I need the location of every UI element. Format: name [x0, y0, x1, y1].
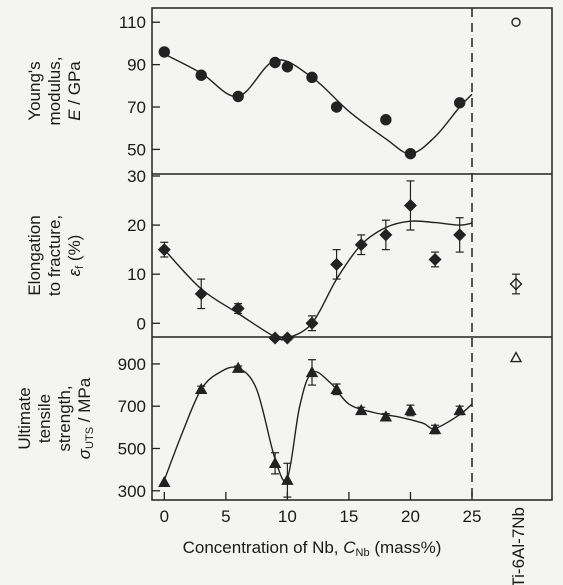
reference-error-bar: [512, 273, 520, 295]
y-tick-label: 0: [137, 314, 146, 333]
data-point: [305, 316, 319, 330]
data-point: [354, 238, 368, 252]
data-point: [269, 56, 281, 69]
data-point: [330, 382, 343, 394]
data-point: [453, 403, 466, 416]
x-tick-label: 25: [463, 507, 482, 526]
x-tick-label: 20: [401, 507, 420, 526]
panel-elongation: 0 10 20 30 Elongation to fracture, εf (%): [25, 167, 473, 341]
x-axis-symbol: C: [343, 538, 356, 557]
y-axis-symbol: ε: [65, 268, 84, 276]
data-point: [268, 456, 282, 468]
data-point: [380, 114, 392, 126]
reference-point: [509, 277, 523, 291]
data-point: [330, 257, 344, 271]
reference-point: [511, 17, 521, 27]
data-point: [404, 147, 417, 160]
y-tick-label: 20: [127, 216, 146, 235]
y-axis-unit: / MPa: [75, 377, 94, 427]
y-axis-title-line: modulus,: [45, 57, 64, 126]
plot-frame: [151, 7, 553, 501]
x-tick-label: 15: [339, 507, 358, 526]
data-point: [428, 423, 442, 435]
y-axis-unit: / GPa: [65, 61, 84, 110]
data-point: [305, 365, 319, 378]
data-point: [195, 69, 207, 81]
y-axis-subscript: f: [74, 265, 86, 269]
y-axis-title-line: E / GPa: [65, 61, 84, 121]
y-tick-label: 70: [127, 98, 146, 117]
x-axis-title: Concentration of Nb, CNb (mass%): [183, 538, 442, 559]
data-point: [158, 46, 171, 58]
data-point: [453, 228, 467, 242]
data-point: [404, 403, 417, 416]
y-axis-title: Elongation to fracture, εf (%): [25, 215, 86, 296]
panel-youngs-modulus: 50 70 90 110 Young's modulus, E / GPa: [25, 13, 473, 159]
y-axis-unit: (%): [65, 235, 84, 266]
data-point: [280, 331, 294, 345]
y-axis-subscript: UTS: [84, 427, 96, 449]
y-tick-label: 10: [127, 265, 146, 284]
y-tick-label: 900: [118, 355, 146, 374]
y-axis-title: Ultimate tensile strength,σUTS / MPa: [15, 377, 96, 459]
y-axis-title: Young's modulus, E / GPa: [25, 57, 84, 126]
fit-curve: [163, 53, 473, 155]
data-point: [194, 287, 208, 301]
data-point: [379, 228, 393, 242]
y-tick-label: 50: [127, 140, 146, 159]
x-tick-label: 5: [221, 507, 230, 526]
y-tick-label: 90: [127, 56, 146, 75]
y-axis-title-line: tensile: [35, 394, 54, 443]
fit-curve: [163, 220, 473, 341]
y-axis-symbol: E: [65, 109, 84, 121]
data-point: [330, 101, 343, 113]
data-point: [306, 71, 318, 84]
data-point: [268, 331, 282, 345]
y-axis-symbol: σ: [75, 448, 94, 459]
y-tick-label: 300: [118, 482, 146, 501]
data-point: [355, 403, 368, 416]
data-point: [379, 410, 393, 422]
x-tick-label: 10: [278, 507, 297, 526]
x-tick-label: 0: [160, 507, 169, 526]
x-axis-unit: (mass%): [370, 538, 442, 557]
data-point: [231, 302, 245, 316]
reference-point: [509, 351, 523, 363]
y-axis-title-line: Elongation: [25, 215, 44, 295]
y-axis-title-line: σUTS / MPa: [75, 377, 96, 459]
data-point: [403, 198, 417, 212]
data-point: [428, 252, 442, 266]
data-point: [231, 361, 245, 373]
data-point: [195, 382, 208, 394]
reference-alloy-label: Ti-6Al-7Nb: [509, 507, 528, 585]
y-axis-title-line: to fracture,: [45, 215, 64, 296]
data-point: [232, 90, 244, 103]
data-point: [158, 475, 171, 488]
y-tick-label: 500: [118, 439, 146, 458]
y-axis-title-line: strength,: [55, 385, 74, 451]
y-axis-title-line: Young's: [25, 61, 44, 120]
data-point: [281, 473, 294, 485]
panel-uts: 300 500 700 900 Ultimate tensile strength,σUTS…: [15, 355, 473, 501]
data-point: [157, 243, 171, 257]
y-axis-title-line: εf (%): [65, 235, 86, 277]
data-point: [453, 97, 466, 109]
data-point: [281, 61, 294, 73]
fit-curve: [163, 366, 473, 482]
y-tick-label: 110: [119, 13, 146, 32]
x-axis-subscript: Nb: [356, 547, 370, 559]
y-tick-label: 30: [127, 167, 146, 186]
y-tick-label: 700: [118, 397, 146, 416]
y-axis-title-line: Ultimate: [15, 387, 34, 449]
x-axis-title-main: Concentration of Nb,: [183, 538, 344, 557]
